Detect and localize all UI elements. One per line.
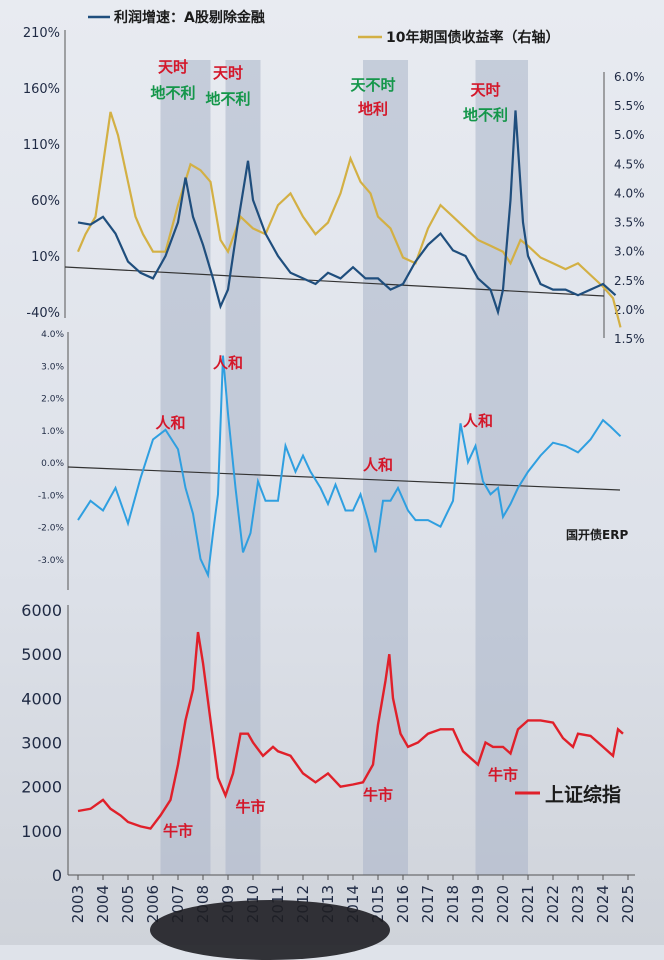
annotation-bottom-3: 牛市 xyxy=(363,786,393,804)
y-right-tick-label: 5.0% xyxy=(614,128,645,142)
legend-label-profit: 利润增速：A股剔除金融 xyxy=(114,9,265,26)
annotation-top-2-1: 天时 xyxy=(213,64,243,82)
middle-panel: 4.0% 3.0% 2.0% 1.0% 0.0% -1.0% -2.0% -3.0% 国开债ER… xyxy=(38,330,628,590)
annotation-middle-4: 人和 xyxy=(463,412,493,430)
erp-tick-label: -1.0% xyxy=(38,491,65,501)
erp-series-label: 国开债ERP xyxy=(566,527,628,542)
y-right-tick-label: 2.0% xyxy=(614,303,645,317)
annotation-top-1-1: 天时 xyxy=(158,58,188,76)
x-tick-label: 2018 xyxy=(444,885,462,923)
profit-growth-line xyxy=(77,110,617,317)
y-left-tick-label: 210% xyxy=(23,26,60,41)
y-right-tick-label: 3.5% xyxy=(614,216,645,230)
x-tick-label: 2023 xyxy=(569,885,587,923)
annotation-top-2-2: 地不利 xyxy=(205,90,250,108)
x-tick-label: 2006 xyxy=(144,885,162,923)
x-tick-label: 2025 xyxy=(619,885,637,923)
annotation-middle-3: 人和 xyxy=(363,456,393,474)
legend-label-bond: 10年期国债收益率（右轴） xyxy=(386,29,559,46)
annotation-top-3-1: 天不时 xyxy=(350,76,395,94)
erp-tick-label: -3.0% xyxy=(38,556,65,566)
erp-tick-label: 0.0% xyxy=(41,459,64,469)
x-tick-label: 2016 xyxy=(394,885,412,923)
top-panel: 210% 160% 110% 60% 10% -40% 6.0% 5.5% 5.0% 4.5% 4.… xyxy=(23,9,645,346)
annotation-bottom-1: 牛市 xyxy=(163,822,193,840)
erp-tick-label: 3.0% xyxy=(41,362,64,372)
index-line xyxy=(77,631,624,830)
shaded-period-4 xyxy=(475,60,528,875)
y-left-tick-label: 110% xyxy=(23,138,60,153)
y-right-tick-label: 5.5% xyxy=(614,99,645,113)
index-tick-label: 5000 xyxy=(21,645,62,664)
y-right-tick-label: 6.0% xyxy=(614,70,645,84)
x-tick-label: 2020 xyxy=(494,885,512,923)
x-tick-label: 2015 xyxy=(369,885,387,923)
y-right-tick-label: 3.0% xyxy=(614,245,645,259)
x-tick-label: 2019 xyxy=(469,885,487,923)
y-left-tick-label: 10% xyxy=(31,250,60,265)
annotation-top-4-1: 天时 xyxy=(470,81,500,99)
annotation-top-1-2: 地不利 xyxy=(150,84,195,102)
shaded-period-1 xyxy=(160,60,211,875)
x-tick-label: 2021 xyxy=(519,885,537,923)
bond-yield-line xyxy=(76,111,622,328)
x-tick-label: 2024 xyxy=(594,885,612,923)
erp-tick-label: 2.0% xyxy=(41,395,64,405)
erp-tick-label: 1.0% xyxy=(41,427,64,437)
annotation-bottom-2: 牛市 xyxy=(235,798,265,816)
y-right-tick-label: 2.5% xyxy=(614,274,645,288)
annotation-top-4-2: 地不利 xyxy=(463,106,508,124)
index-tick-label: 2000 xyxy=(21,778,62,797)
top-zero-line xyxy=(64,266,605,297)
x-tick-label: 2022 xyxy=(544,885,562,923)
y-right-tick-label: 4.5% xyxy=(614,157,645,171)
bottom-panel: 6000 5000 4000 3000 2000 1000 0 2003 2004 2005 200… xyxy=(21,601,637,923)
y-left-tick-label: 60% xyxy=(31,194,60,209)
index-tick-label: 0 xyxy=(52,866,62,885)
shaded-period-2 xyxy=(225,60,261,875)
y-right-tick-label: 1.5% xyxy=(614,332,645,346)
x-tick-label: 2004 xyxy=(94,885,112,923)
erp-tick-label: -2.0% xyxy=(38,524,65,534)
index-legend-label: 上证综指 xyxy=(545,783,621,806)
y-right-tick-label: 4.0% xyxy=(614,186,645,200)
annotation-middle-1: 人和 xyxy=(155,414,185,432)
y-left-tick-label: 160% xyxy=(23,82,60,97)
annotation-bottom-4: 牛市 xyxy=(488,766,518,784)
annotation-top-3-2: 地利 xyxy=(358,100,388,118)
index-tick-label: 1000 xyxy=(21,822,62,841)
index-tick-label: 3000 xyxy=(21,734,62,753)
x-tick-label: 2003 xyxy=(69,885,87,923)
y-left-tick-label: -40% xyxy=(26,306,60,321)
erp-line xyxy=(77,355,622,579)
index-tick-label: 4000 xyxy=(21,689,62,708)
index-tick-label: 6000 xyxy=(21,601,62,620)
x-tick-label: 2017 xyxy=(419,885,437,923)
erp-tick-label: 4.0% xyxy=(41,330,64,340)
middle-zero-line xyxy=(67,466,621,491)
x-tick-label: 2005 xyxy=(119,885,137,923)
annotation-middle-2: 人和 xyxy=(213,354,243,372)
audience-head-shadow xyxy=(150,900,390,960)
